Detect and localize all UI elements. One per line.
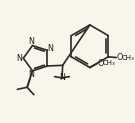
Text: N: N [17, 54, 23, 63]
Text: N: N [28, 70, 34, 79]
Text: O: O [97, 59, 104, 68]
Text: N: N [28, 38, 34, 46]
Text: CH₃: CH₃ [121, 54, 134, 61]
Text: N: N [59, 73, 65, 82]
Text: CH₃: CH₃ [102, 60, 115, 66]
Text: N: N [47, 44, 53, 53]
Text: O: O [116, 53, 123, 62]
